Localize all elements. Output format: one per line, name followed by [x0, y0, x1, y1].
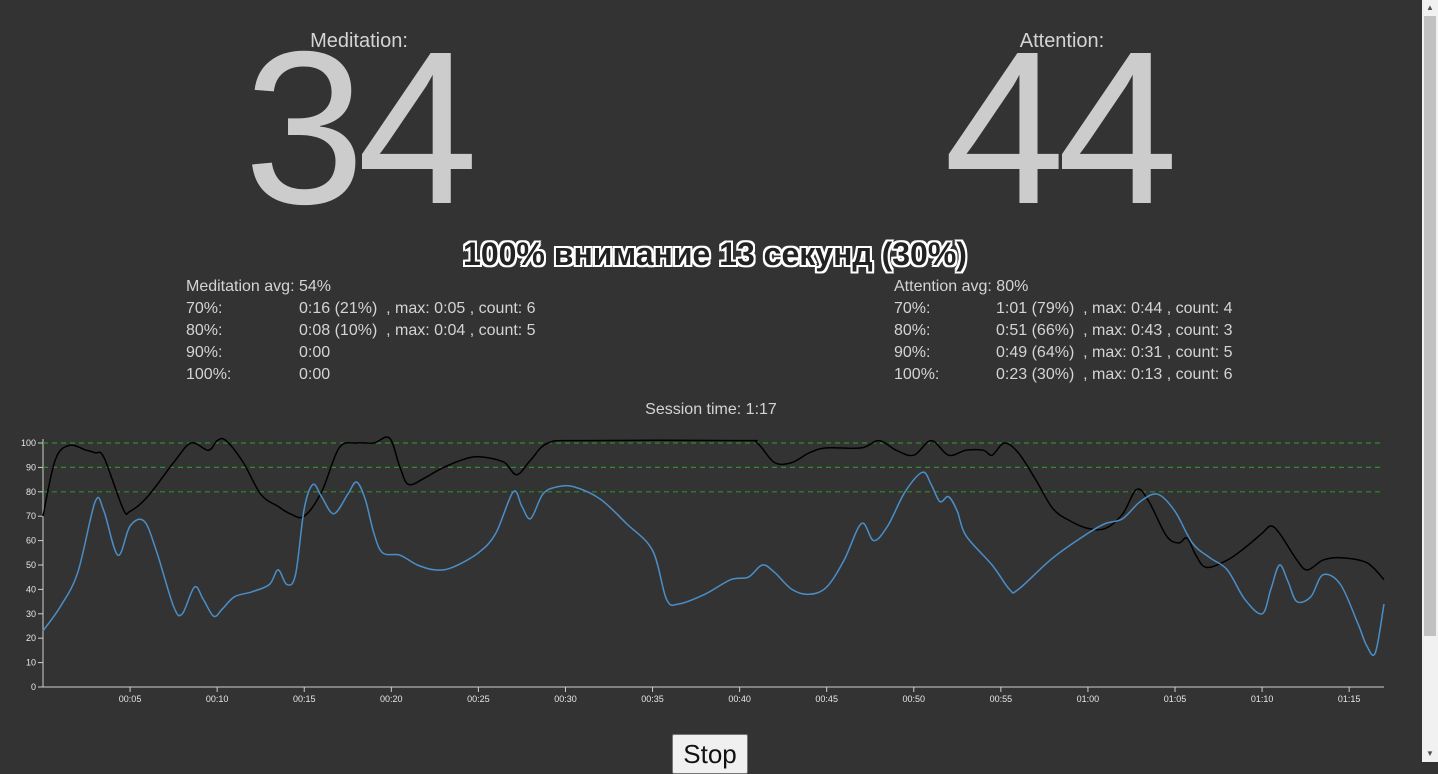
meditation-stat-row: 90%: 0:00	[186, 342, 536, 364]
stat-value: 1:01 (79%) , max: 0:44 , count: 4	[996, 300, 1233, 317]
stat-value: 0:23 (30%) , max: 0:13 , count: 6	[996, 366, 1233, 383]
attention-stat-row: 100%: 0:23 (30%) , max: 0:13 , count: 6	[894, 364, 1233, 386]
x-tick-label: 00:15	[293, 694, 316, 704]
attention-avg-row: Attention avg: 80%	[894, 276, 1233, 298]
x-tick-label: 01:15	[1338, 694, 1361, 704]
y-tick-label: 90	[26, 462, 36, 472]
x-tick-label: 00:10	[206, 694, 229, 704]
meditation-avg-row: Meditation avg: 54%	[186, 276, 536, 298]
stat-label: 100%:	[186, 366, 232, 383]
meditation-stat-row: 70%: 0:16 (21%) , max: 0:05 , count: 6	[186, 298, 536, 320]
meditation-series-line	[42, 471, 1385, 657]
x-tick-label: 01:10	[1251, 694, 1274, 704]
session-time: Session time: 1:17	[0, 401, 1422, 419]
x-tick-label: 00:25	[467, 694, 490, 704]
meditation-stats: Meditation avg: 54% 70%: 0:16 (21%) , max…	[186, 276, 536, 386]
scroll-down-icon[interactable]: ▼	[1426, 749, 1434, 758]
y-tick-label: 10	[26, 658, 36, 668]
x-tick-label: 00:40	[728, 694, 751, 704]
stat-value: 0:00	[299, 366, 331, 383]
meditation-stat-row: 80%: 0:08 (10%) , max: 0:04 , count: 5	[186, 320, 536, 342]
attention-banner: 100% внимание 13 секунд (30%)	[463, 236, 967, 272]
meditation-value: 34	[243, 7, 478, 250]
y-tick-label: 40	[26, 584, 36, 594]
x-tick-label: 01:05	[1164, 694, 1187, 704]
stat-label: 70%:	[186, 300, 223, 317]
y-tick-label: 100	[21, 438, 36, 448]
stat-value: 0:08 (10%) , max: 0:04 , count: 5	[299, 322, 536, 339]
stat-label: 80%:	[186, 322, 223, 339]
x-tick-label: 01:00	[1077, 694, 1100, 704]
x-tick-label: 00:55	[990, 694, 1013, 704]
attention-stat-row: 80%: 0:51 (66%) , max: 0:43 , count: 3	[894, 320, 1233, 342]
stat-value: 0:49 (64%) , max: 0:31 , count: 5	[996, 344, 1233, 361]
meditation-label: Meditation:	[310, 30, 408, 52]
y-tick-label: 70	[26, 511, 36, 521]
attention-series-line	[42, 436, 1385, 581]
meditation-stat-row: 100%: 0:00	[186, 364, 536, 386]
y-tick-label: 60	[26, 536, 36, 546]
attention-value: 44	[943, 7, 1178, 250]
meditation-avg-value: 54%	[298, 278, 331, 295]
stat-value: 0:51 (66%) , max: 0:43 , count: 3	[996, 322, 1233, 339]
y-tick-label: 50	[26, 560, 36, 570]
x-tick-label: 00:20	[380, 694, 403, 704]
stat-value: 0:00	[299, 344, 331, 361]
y-tick-label: 20	[26, 633, 36, 643]
stat-label: 100%:	[894, 366, 940, 383]
scroll-up-icon[interactable]: ▲	[1426, 3, 1434, 12]
stat-label: 70%:	[894, 300, 931, 317]
stat-value: 0:16 (21%) , max: 0:05 , count: 6	[299, 300, 536, 317]
y-tick-label: 80	[26, 487, 36, 497]
attention-stats: Attention avg: 80% 70%: 1:01 (79%) , max:…	[894, 276, 1233, 386]
stat-label: 90%:	[894, 344, 931, 361]
stat-label: 90%:	[186, 344, 223, 361]
session-time-label: Session time:	[645, 401, 742, 418]
attention-avg-value: 80%	[996, 278, 1029, 295]
session-time-value: 1:17	[745, 401, 777, 418]
y-tick-label: 0	[31, 682, 36, 692]
stat-label: 80%:	[894, 322, 931, 339]
y-tick-label: 30	[26, 609, 36, 619]
x-tick-label: 00:05	[119, 694, 142, 704]
x-tick-label: 00:30	[554, 694, 577, 704]
eeg-line-chart: 0 10 20 30 40 50 60 70 80 90 100 00:05 00:10 00:15 00:…	[21, 436, 1385, 704]
attention-stat-row: 90%: 0:49 (64%) , max: 0:31 , count: 5	[894, 342, 1233, 364]
scroll-thumb[interactable]	[1424, 16, 1436, 636]
attention-stat-row: 70%: 1:01 (79%) , max: 0:44 , count: 4	[894, 298, 1233, 320]
attention-avg-label: Attention avg:	[894, 278, 992, 295]
meditation-avg-label: Meditation avg:	[186, 278, 295, 295]
stop-button[interactable]: Stop	[672, 734, 748, 774]
attention-label: Attention:	[1019, 30, 1105, 52]
vertical-scrollbar[interactable]: ▲ ▼	[1422, 0, 1438, 762]
x-tick-label: 00:45	[815, 694, 838, 704]
x-tick-label: 00:50	[903, 694, 926, 704]
x-tick-label: 00:35	[641, 694, 664, 704]
